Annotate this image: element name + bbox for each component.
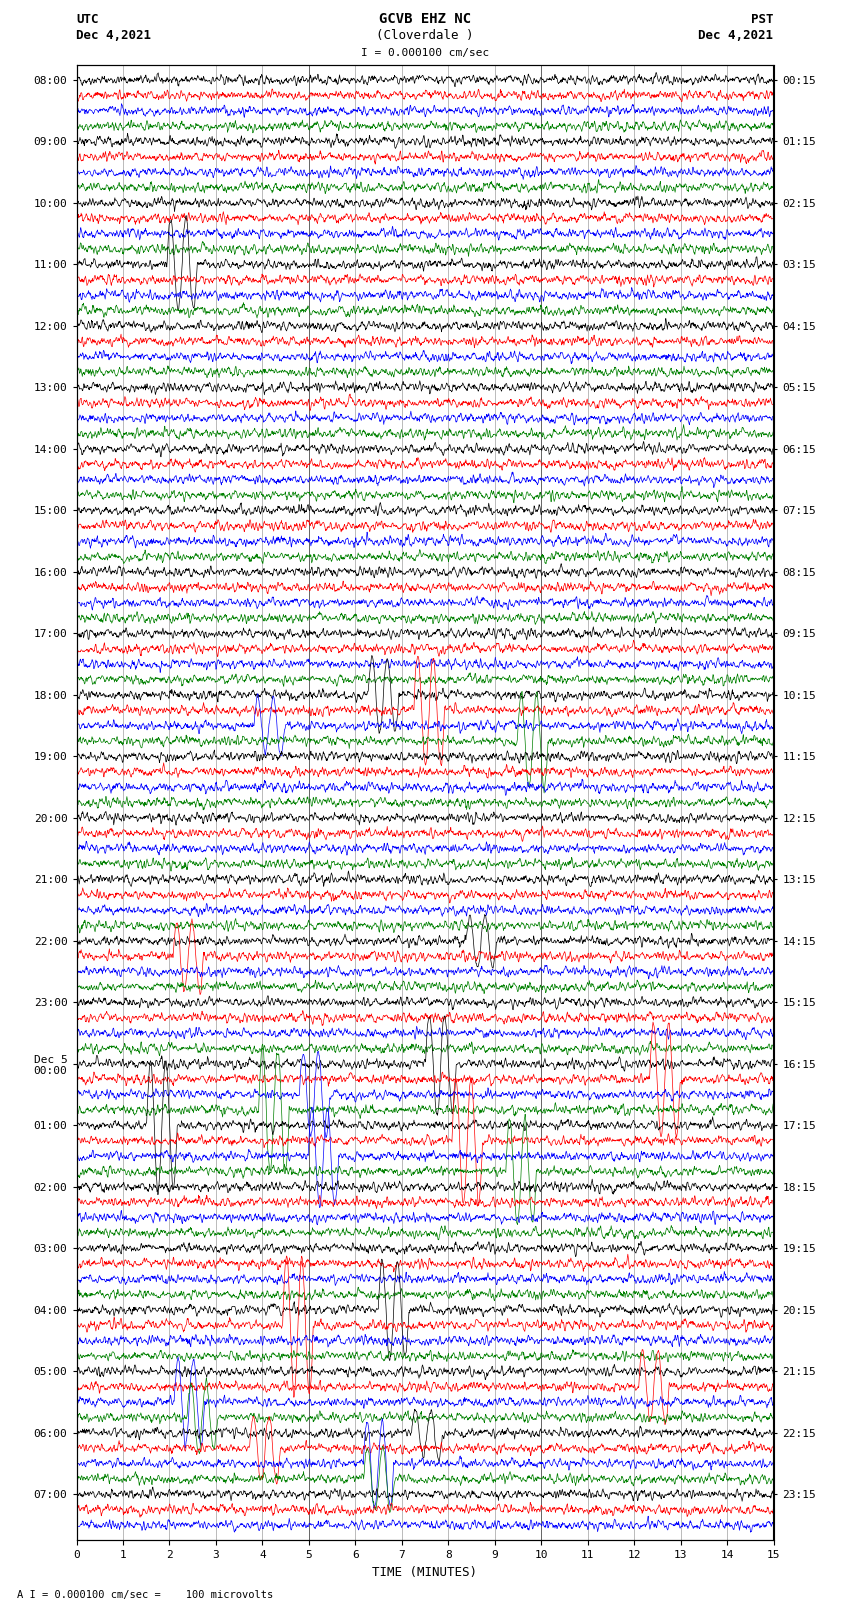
Text: (Cloverdale ): (Cloverdale ) <box>377 29 473 42</box>
Text: I = 0.000100 cm/sec: I = 0.000100 cm/sec <box>361 48 489 58</box>
Text: UTC: UTC <box>76 13 99 26</box>
Text: Dec 4,2021: Dec 4,2021 <box>699 29 774 42</box>
Text: Dec 4,2021: Dec 4,2021 <box>76 29 151 42</box>
Text: A I = 0.000100 cm/sec =    100 microvolts: A I = 0.000100 cm/sec = 100 microvolts <box>17 1590 273 1600</box>
Text: PST: PST <box>751 13 774 26</box>
X-axis label: TIME (MINUTES): TIME (MINUTES) <box>372 1566 478 1579</box>
Text: GCVB EHZ NC: GCVB EHZ NC <box>379 11 471 26</box>
